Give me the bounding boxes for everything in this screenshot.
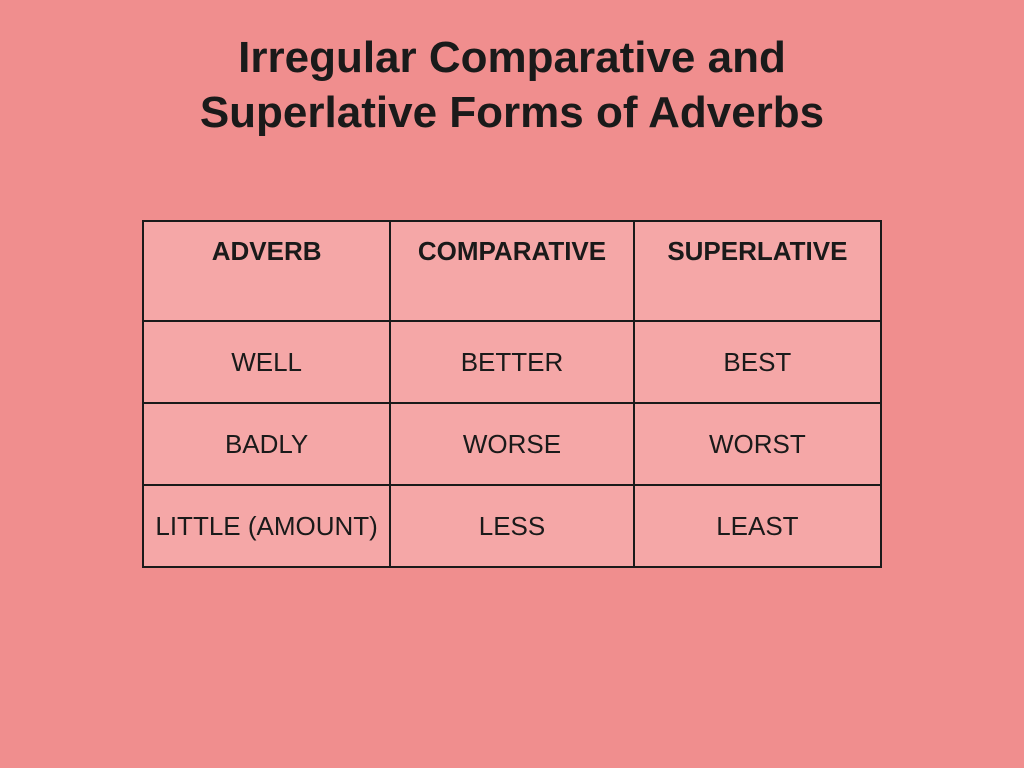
cell-adverb: BADLY bbox=[143, 403, 390, 485]
header-comparative: COMPARATIVE bbox=[390, 221, 634, 321]
cell-comparative: WORSE bbox=[390, 403, 634, 485]
table-row: BADLY WORSE WORST bbox=[143, 403, 881, 485]
cell-comparative: LESS bbox=[390, 485, 634, 567]
adverb-table-container: ADVERB COMPARATIVE SUPERLATIVE WELL BETT… bbox=[142, 220, 882, 568]
cell-superlative: BEST bbox=[634, 321, 881, 403]
cell-superlative: WORST bbox=[634, 403, 881, 485]
header-adverb: ADVERB bbox=[143, 221, 390, 321]
table-row: LITTLE (AMOUNT) LESS LEAST bbox=[143, 485, 881, 567]
title-line-1: Irregular Comparative and bbox=[238, 33, 786, 82]
cell-superlative: LEAST bbox=[634, 485, 881, 567]
title-line-2: Superlative Forms of Adverbs bbox=[200, 88, 824, 137]
adverb-table: ADVERB COMPARATIVE SUPERLATIVE WELL BETT… bbox=[142, 220, 882, 568]
table-row: WELL BETTER BEST bbox=[143, 321, 881, 403]
cell-comparative: BETTER bbox=[390, 321, 634, 403]
cell-adverb: LITTLE (AMOUNT) bbox=[143, 485, 390, 567]
table-header-row: ADVERB COMPARATIVE SUPERLATIVE bbox=[143, 221, 881, 321]
slide-title: Irregular Comparative and Superlative Fo… bbox=[200, 30, 824, 140]
header-superlative: SUPERLATIVE bbox=[634, 221, 881, 321]
cell-adverb: WELL bbox=[143, 321, 390, 403]
